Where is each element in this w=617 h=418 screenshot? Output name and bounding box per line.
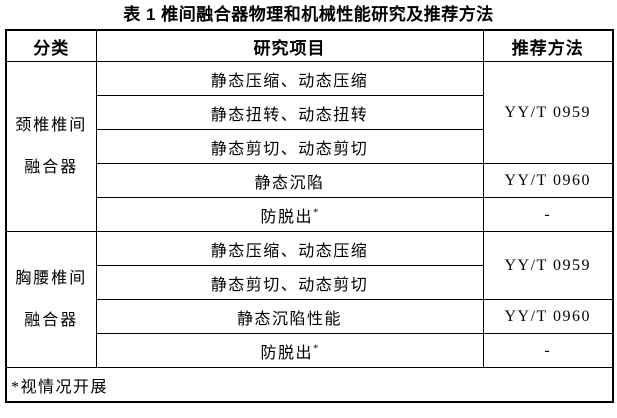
header-row: 分类 研究项目 推荐方法 bbox=[5, 29, 614, 62]
table-row: 防脱出* - bbox=[6, 197, 614, 232]
item-cell: 静态剪切、动态剪切 bbox=[95, 265, 484, 300]
method-cell: YY/T 0959 bbox=[482, 61, 614, 164]
table-row: 静态扭转、动态扭转 bbox=[6, 95, 613, 130]
header-item: 研究项目 bbox=[95, 29, 484, 62]
category-cell-cervical: 颈椎椎间 融合器 bbox=[5, 61, 97, 232]
header-method: 推荐方法 bbox=[482, 29, 614, 62]
method-cell: YY/T 0959 bbox=[482, 231, 614, 300]
item-cell: 静态沉陷性能 bbox=[95, 299, 484, 334]
footnote-cell: *视情况开展 bbox=[5, 367, 614, 403]
performance-table: 分类 研究项目 推荐方法 颈椎椎间 融合器 静态压缩、动态压缩 YY/T 095… bbox=[5, 29, 614, 403]
footnote-marker: * bbox=[313, 342, 319, 355]
table-row: 颈椎椎间 融合器 静态压缩、动态压缩 YY/T 0959 bbox=[5, 61, 614, 232]
item-cell: 静态剪切、动态剪切 bbox=[95, 129, 484, 164]
method-cell: - bbox=[482, 333, 614, 368]
table-row: 静态剪切、动态剪切 bbox=[6, 129, 613, 164]
table-row: 静态沉陷 YY/T 0960 bbox=[6, 163, 614, 198]
item-cell: 静态压缩、动态压缩 bbox=[95, 61, 484, 96]
category-cell-thoracolumbar: 胸腰椎间 融合器 bbox=[5, 231, 97, 368]
table-row: 胸腰椎间 融合器 静态压缩、动态压缩 YY/T 0959 bbox=[5, 231, 614, 368]
method-cell: YY/T 0960 bbox=[482, 163, 614, 198]
method-cell: - bbox=[482, 197, 614, 232]
item-cell: 防脱出* bbox=[95, 197, 484, 232]
item-cell: 防脱出* bbox=[95, 333, 484, 368]
category-line: 融合器 bbox=[24, 158, 79, 176]
footnote-row: *视情况开展 bbox=[5, 367, 614, 403]
header-category: 分类 bbox=[5, 29, 97, 62]
item-text: 防脱出 bbox=[260, 208, 313, 226]
method-cell: YY/T 0960 bbox=[482, 299, 614, 334]
item-text: 防脱出 bbox=[260, 344, 313, 362]
category-line: 融合器 bbox=[24, 311, 79, 329]
item-cell: 静态沉陷 bbox=[95, 163, 484, 198]
category-line: 胸腰椎间 bbox=[15, 269, 88, 287]
table-row: 防脱出* - bbox=[6, 333, 614, 368]
category-line: 颈椎椎间 bbox=[15, 116, 88, 134]
item-cell: 静态扭转、动态扭转 bbox=[95, 95, 484, 130]
table-title: 表 1 椎间融合器物理和机械性能研究及推荐方法 bbox=[123, 5, 494, 24]
table-row: 静态沉陷性能 YY/T 0960 bbox=[6, 299, 614, 334]
item-cell: 静态压缩、动态压缩 bbox=[95, 231, 484, 266]
footnote-marker: * bbox=[313, 206, 319, 219]
